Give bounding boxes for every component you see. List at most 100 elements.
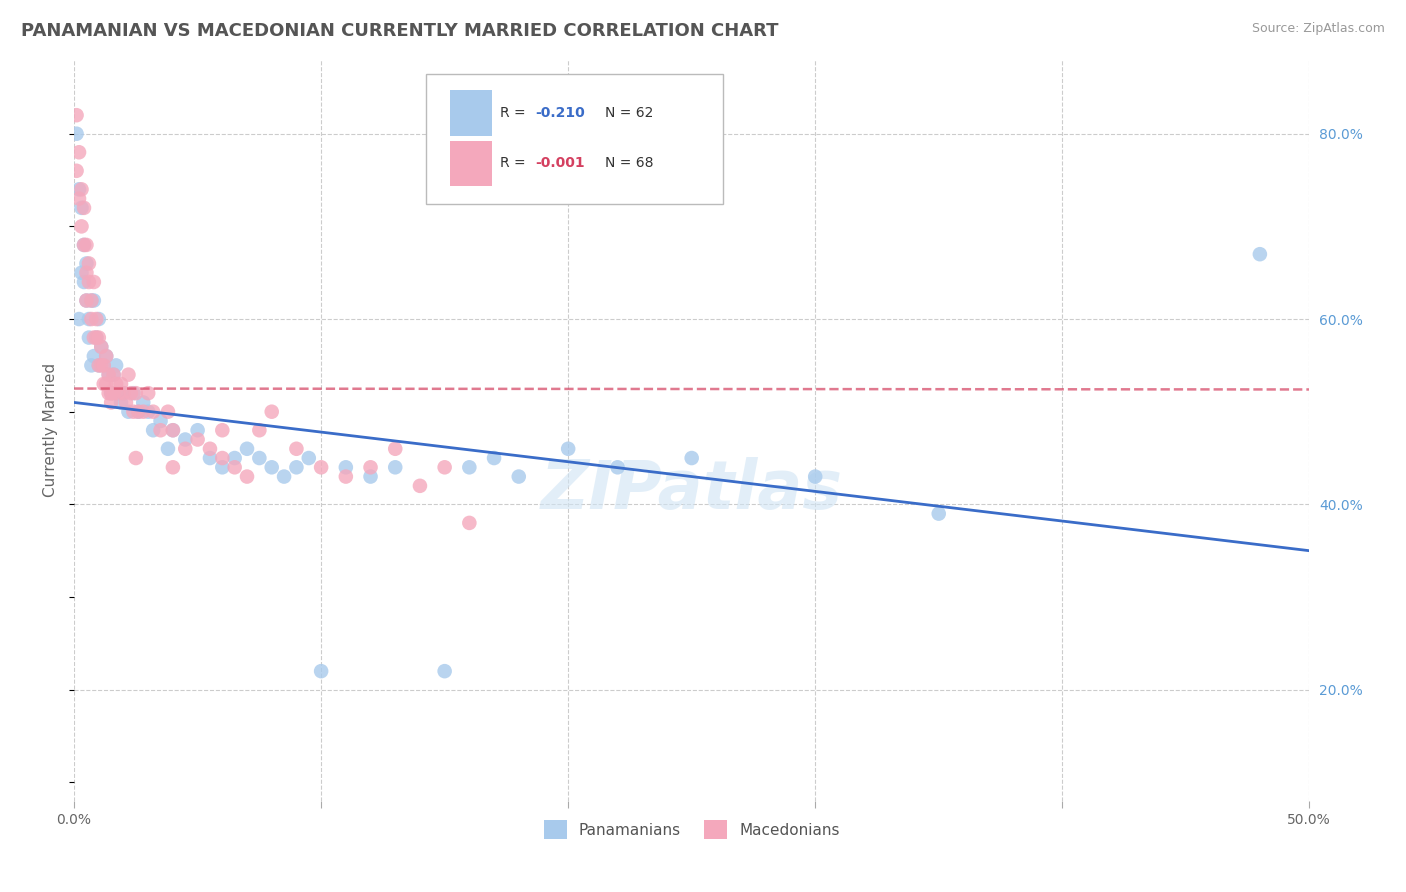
- Point: [86, 330, 108, 344]
- Point: [187, 423, 209, 437]
- Point: [75, 256, 97, 270]
- Point: [65, 163, 87, 178]
- Point: [260, 460, 283, 475]
- Point: [309, 460, 332, 475]
- Point: [360, 469, 382, 483]
- Point: [105, 359, 128, 373]
- Point: [70, 266, 93, 280]
- Point: [77, 330, 100, 344]
- Point: [309, 664, 332, 678]
- Point: [67, 312, 90, 326]
- Point: [236, 442, 259, 456]
- Point: [285, 442, 308, 456]
- Point: [174, 442, 197, 456]
- Point: [224, 450, 246, 465]
- Point: [83, 275, 105, 289]
- Point: [198, 450, 221, 465]
- Point: [162, 423, 184, 437]
- Point: [162, 460, 184, 475]
- Point: [360, 460, 382, 475]
- Point: [335, 460, 357, 475]
- Text: R =: R =: [501, 106, 530, 120]
- Point: [97, 386, 120, 401]
- Text: N = 62: N = 62: [605, 106, 654, 120]
- Point: [105, 376, 128, 391]
- Point: [211, 460, 233, 475]
- Point: [96, 349, 118, 363]
- Point: [77, 256, 100, 270]
- Point: [117, 368, 139, 382]
- Point: [458, 516, 481, 530]
- Point: [93, 359, 115, 373]
- Point: [80, 293, 103, 308]
- Text: ZIPatlas: ZIPatlas: [541, 457, 842, 523]
- Point: [681, 450, 703, 465]
- Point: [103, 386, 125, 401]
- Point: [97, 368, 120, 382]
- Point: [127, 405, 149, 419]
- FancyBboxPatch shape: [450, 90, 492, 136]
- Point: [86, 312, 108, 326]
- Point: [458, 460, 481, 475]
- Point: [83, 349, 105, 363]
- Point: [127, 405, 149, 419]
- Point: [80, 293, 103, 308]
- Text: Source: ZipAtlas.com: Source: ZipAtlas.com: [1251, 22, 1385, 36]
- Point: [136, 405, 159, 419]
- Point: [298, 450, 321, 465]
- Point: [100, 386, 122, 401]
- Point: [67, 182, 90, 196]
- Point: [90, 340, 112, 354]
- Point: [70, 219, 93, 234]
- Point: [87, 359, 110, 373]
- Point: [103, 368, 125, 382]
- Point: [65, 127, 87, 141]
- Point: [86, 330, 108, 344]
- Point: [928, 507, 950, 521]
- Point: [70, 182, 93, 196]
- Point: [80, 312, 103, 326]
- Point: [508, 469, 530, 483]
- Point: [136, 386, 159, 401]
- Point: [110, 395, 132, 409]
- Point: [132, 395, 155, 409]
- Point: [107, 386, 129, 401]
- Point: [93, 359, 115, 373]
- Point: [198, 442, 221, 456]
- Point: [87, 330, 110, 344]
- Point: [384, 442, 406, 456]
- Point: [77, 312, 100, 326]
- Point: [273, 469, 295, 483]
- Point: [149, 423, 172, 437]
- Point: [125, 450, 148, 465]
- Point: [384, 460, 406, 475]
- Point: [142, 405, 165, 419]
- FancyBboxPatch shape: [450, 141, 492, 186]
- Text: -0.210: -0.210: [534, 106, 585, 120]
- Point: [409, 479, 432, 493]
- Point: [73, 275, 96, 289]
- Point: [75, 266, 97, 280]
- Point: [115, 395, 138, 409]
- Point: [122, 386, 145, 401]
- Point: [90, 359, 112, 373]
- Point: [335, 469, 357, 483]
- Point: [224, 460, 246, 475]
- Point: [67, 192, 90, 206]
- Point: [103, 368, 125, 382]
- Point: [156, 442, 179, 456]
- Point: [107, 386, 129, 401]
- Point: [211, 423, 233, 437]
- Point: [93, 376, 115, 391]
- Point: [247, 450, 270, 465]
- Text: R =: R =: [501, 156, 530, 170]
- Point: [83, 293, 105, 308]
- Point: [187, 433, 209, 447]
- Legend: Panamanians, Macedonians: Panamanians, Macedonians: [537, 814, 845, 845]
- Point: [90, 340, 112, 354]
- Point: [433, 664, 456, 678]
- Point: [73, 238, 96, 252]
- Point: [162, 423, 184, 437]
- Text: -0.001: -0.001: [534, 156, 585, 170]
- Point: [125, 386, 148, 401]
